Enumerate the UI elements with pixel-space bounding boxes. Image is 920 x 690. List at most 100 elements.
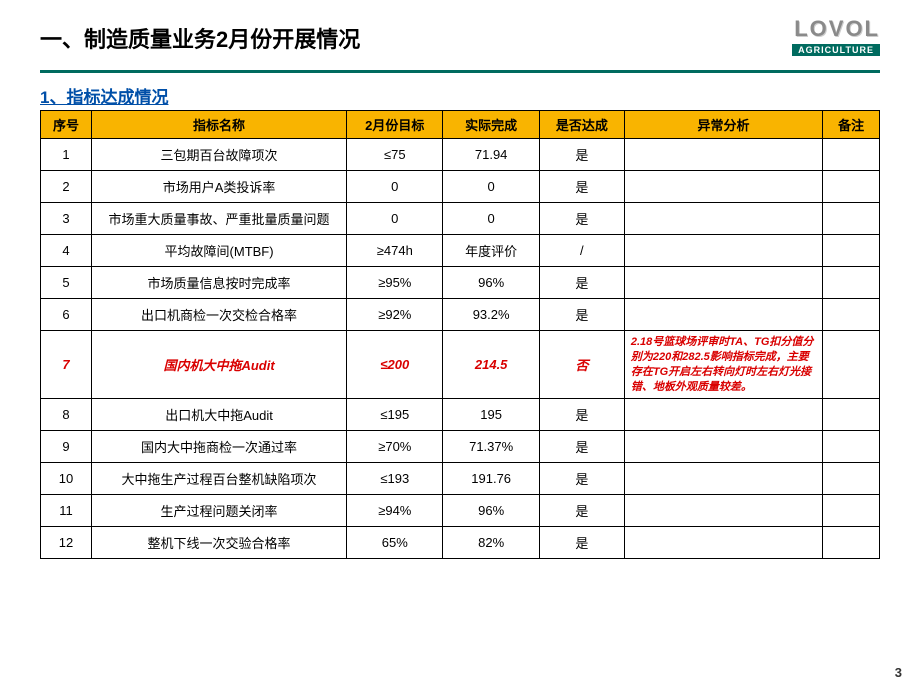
cell-note (823, 331, 880, 399)
col-note: 备注 (823, 111, 880, 139)
cell-target: 0 (347, 203, 443, 235)
cell-target: ≥474h (347, 235, 443, 267)
cell-meet: 是 (539, 203, 624, 235)
cell-meet: 否 (539, 331, 624, 399)
table-row: 11生产过程问题关闭率≥94%96%是 (41, 495, 880, 527)
logo-text: LOVOL (792, 18, 880, 40)
cell-name: 出口机商检一次交检合格率 (92, 299, 347, 331)
cell-actual: 0 (443, 203, 539, 235)
cell-analysis (624, 171, 822, 203)
cell-actual: 71.94 (443, 139, 539, 171)
cell-meet: 是 (539, 495, 624, 527)
cell-target: ≤193 (347, 463, 443, 495)
cell-actual: 96% (443, 267, 539, 299)
table-body: 1三包期百台故障项次≤7571.94是2市场用户A类投诉率00是3市场重大质量事… (41, 139, 880, 559)
cell-name: 国内机大中拖Audit (92, 331, 347, 399)
cell-meet: 是 (539, 431, 624, 463)
cell-analysis (624, 431, 822, 463)
cell-meet: 是 (539, 299, 624, 331)
cell-name: 三包期百台故障项次 (92, 139, 347, 171)
cell-seq: 12 (41, 527, 92, 559)
cell-seq: 10 (41, 463, 92, 495)
cell-actual: 年度评价 (443, 235, 539, 267)
table-row: 3市场重大质量事故、严重批量质量问题00是 (41, 203, 880, 235)
cell-actual: 96% (443, 495, 539, 527)
cell-seq: 5 (41, 267, 92, 299)
cell-name: 市场用户A类投诉率 (92, 171, 347, 203)
cell-meet: 是 (539, 139, 624, 171)
cell-analysis (624, 235, 822, 267)
cell-actual: 214.5 (443, 331, 539, 399)
section-subtitle: 1、指标达成情况 (40, 83, 880, 108)
cell-meet: 是 (539, 267, 624, 299)
header-divider (40, 70, 880, 73)
cell-analysis (624, 527, 822, 559)
cell-analysis (624, 299, 822, 331)
table-row: 9国内大中拖商检一次通过率≥70%71.37%是 (41, 431, 880, 463)
cell-seq: 3 (41, 203, 92, 235)
cell-note (823, 235, 880, 267)
cell-note (823, 527, 880, 559)
cell-seq: 11 (41, 495, 92, 527)
cell-actual: 195 (443, 399, 539, 431)
cell-analysis (624, 495, 822, 527)
cell-analysis (624, 203, 822, 235)
table-row: 5市场质量信息按时完成率≥95%96%是 (41, 267, 880, 299)
cell-meet: 是 (539, 171, 624, 203)
col-analysis: 异常分析 (624, 111, 822, 139)
table-row: 1三包期百台故障项次≤7571.94是 (41, 139, 880, 171)
cell-actual: 191.76 (443, 463, 539, 495)
cell-target: ≤195 (347, 399, 443, 431)
cell-note (823, 399, 880, 431)
cell-target: ≥94% (347, 495, 443, 527)
cell-name: 市场质量信息按时完成率 (92, 267, 347, 299)
table-row: 8出口机大中拖Audit≤195195是 (41, 399, 880, 431)
cell-note (823, 203, 880, 235)
cell-note (823, 139, 880, 171)
cell-analysis (624, 139, 822, 171)
cell-actual: 93.2% (443, 299, 539, 331)
cell-note (823, 463, 880, 495)
cell-name: 平均故障间(MTBF) (92, 235, 347, 267)
logo-subtext: AGRICULTURE (792, 44, 880, 56)
cell-meet: / (539, 235, 624, 267)
col-actual: 实际完成 (443, 111, 539, 139)
cell-meet: 是 (539, 527, 624, 559)
cell-target: ≥95% (347, 267, 443, 299)
cell-actual: 0 (443, 171, 539, 203)
cell-seq: 2 (41, 171, 92, 203)
cell-name: 大中拖生产过程百台整机缺陷项次 (92, 463, 347, 495)
cell-actual: 71.37% (443, 431, 539, 463)
main-title: 一、制造质量业务2月份开展情况 (40, 22, 360, 54)
cell-name: 出口机大中拖Audit (92, 399, 347, 431)
cell-seq: 9 (41, 431, 92, 463)
cell-seq: 8 (41, 399, 92, 431)
cell-target: ≥92% (347, 299, 443, 331)
cell-meet: 是 (539, 399, 624, 431)
col-name: 指标名称 (92, 111, 347, 139)
cell-name: 国内大中拖商检一次通过率 (92, 431, 347, 463)
table-row: 12整机下线一次交验合格率65%82%是 (41, 527, 880, 559)
cell-name: 整机下线一次交验合格率 (92, 527, 347, 559)
page-number: 3 (895, 665, 902, 680)
cell-target: ≤75 (347, 139, 443, 171)
cell-note (823, 267, 880, 299)
table-row: 4平均故障间(MTBF)≥474h年度评价/ (41, 235, 880, 267)
table-row: 6出口机商检一次交检合格率≥92%93.2%是 (41, 299, 880, 331)
cell-target: 65% (347, 527, 443, 559)
cell-analysis (624, 463, 822, 495)
cell-seq: 7 (41, 331, 92, 399)
cell-actual: 82% (443, 527, 539, 559)
cell-analysis (624, 267, 822, 299)
col-target: 2月份目标 (347, 111, 443, 139)
metrics-table: 序号 指标名称 2月份目标 实际完成 是否达成 异常分析 备注 1三包期百台故障… (40, 110, 880, 559)
cell-name: 生产过程问题关闭率 (92, 495, 347, 527)
slide-header: 一、制造质量业务2月份开展情况 LOVOL AGRICULTURE (0, 0, 920, 66)
metrics-table-wrap: 序号 指标名称 2月份目标 实际完成 是否达成 异常分析 备注 1三包期百台故障… (40, 110, 880, 559)
cell-target: ≥70% (347, 431, 443, 463)
table-row: 10大中拖生产过程百台整机缺陷项次≤193191.76是 (41, 463, 880, 495)
cell-name: 市场重大质量事故、严重批量质量问题 (92, 203, 347, 235)
cell-seq: 1 (41, 139, 92, 171)
cell-analysis (624, 399, 822, 431)
cell-note (823, 495, 880, 527)
